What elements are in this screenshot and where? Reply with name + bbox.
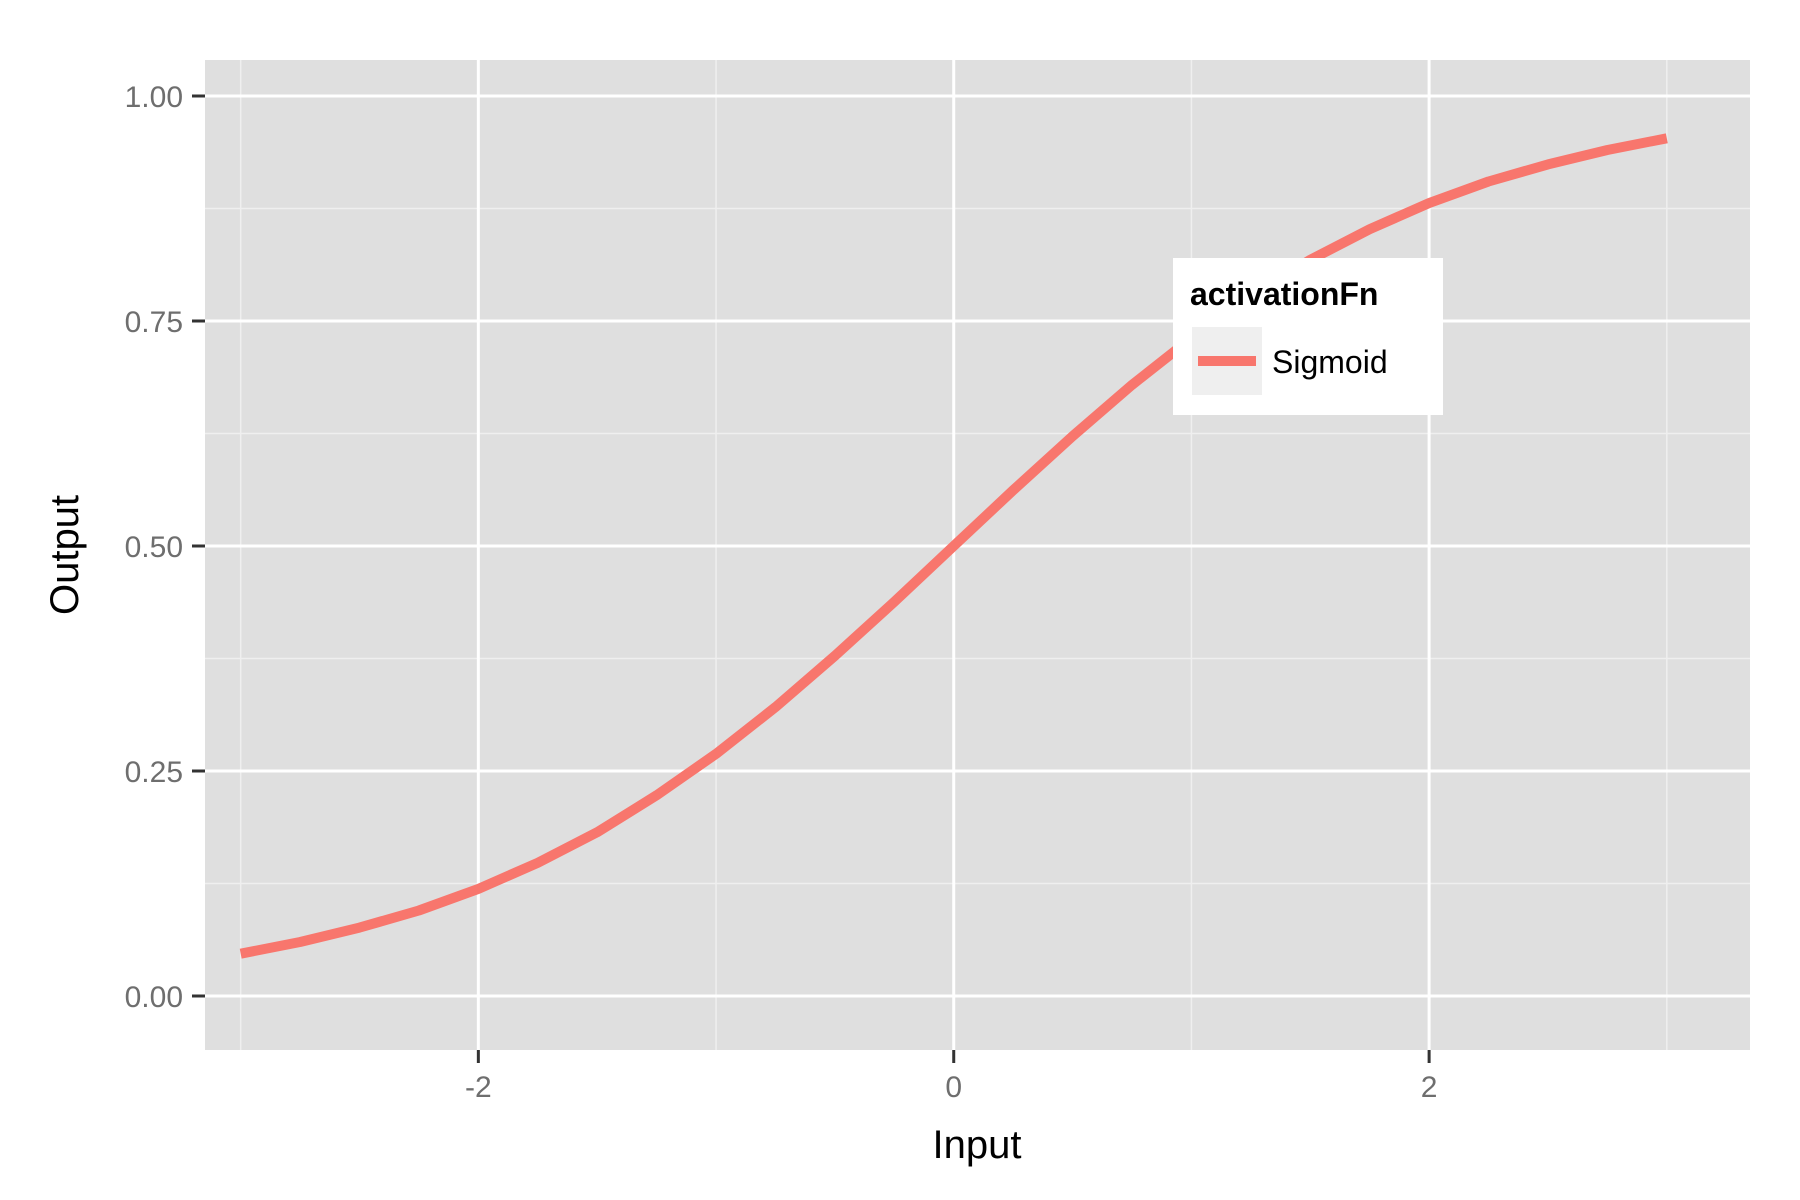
y-tick-label: 0.50	[125, 531, 183, 564]
y-tick-label: 0.25	[125, 756, 183, 789]
series-line-sigmoid	[239, 133, 1668, 959]
major-gridlines	[205, 60, 1750, 1050]
y-axis-title: Output	[43, 495, 87, 615]
tick-labels: -2 0 2 0.00 0.25 0.50 0.75 1.00	[125, 81, 1438, 1104]
legend: activationFn Sigmoid	[1173, 258, 1443, 415]
axis-ticks	[192, 94, 1431, 1063]
x-axis-title: Input	[933, 1123, 1022, 1167]
x-tick-label: 2	[1421, 1071, 1438, 1104]
legend-title: activationFn	[1190, 276, 1378, 312]
series-layer	[239, 133, 1668, 959]
plot-panel	[205, 60, 1750, 1050]
y-tick-label: 0.00	[125, 981, 183, 1014]
legend-label-sigmoid: Sigmoid	[1272, 344, 1388, 380]
y-tick-label: 1.00	[125, 81, 183, 114]
x-tick-label: -2	[465, 1071, 492, 1104]
y-tick-label: 0.75	[125, 306, 183, 339]
x-tick-label: 0	[945, 1071, 962, 1104]
minor-gridlines	[205, 60, 1750, 1050]
